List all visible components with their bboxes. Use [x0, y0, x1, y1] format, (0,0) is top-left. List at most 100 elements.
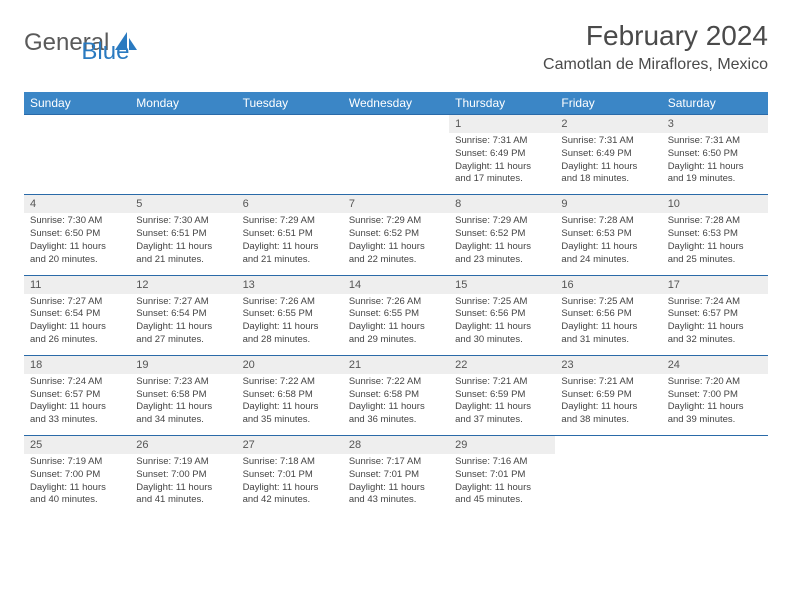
- empty-cell: [662, 436, 768, 455]
- daylight-line: Daylight: 11 hours and 28 minutes.: [243, 321, 337, 347]
- day-detail: Sunrise: 7:30 AMSunset: 6:51 PMDaylight:…: [130, 213, 236, 275]
- day-detail-row: Sunrise: 7:30 AMSunset: 6:50 PMDaylight:…: [24, 213, 768, 275]
- day-number: 28: [343, 436, 449, 455]
- calendar-table: SundayMondayTuesdayWednesdayThursdayFrid…: [24, 92, 768, 515]
- day-detail: Sunrise: 7:26 AMSunset: 6:55 PMDaylight:…: [237, 294, 343, 356]
- weekday-header: Sunday: [24, 92, 130, 115]
- daylight-line: Daylight: 11 hours and 19 minutes.: [668, 161, 762, 187]
- brand-logo: General Blue: [24, 20, 129, 66]
- day-number: 8: [449, 195, 555, 214]
- sunrise-line: Sunrise: 7:19 AM: [30, 456, 124, 469]
- day-number: 16: [555, 275, 661, 294]
- day-detail: Sunrise: 7:29 AMSunset: 6:52 PMDaylight:…: [343, 213, 449, 275]
- daylight-line: Daylight: 11 hours and 34 minutes.: [136, 401, 230, 427]
- weekday-header-row: SundayMondayTuesdayWednesdayThursdayFrid…: [24, 92, 768, 115]
- daylight-line: Daylight: 11 hours and 26 minutes.: [30, 321, 124, 347]
- day-detail: Sunrise: 7:18 AMSunset: 7:01 PMDaylight:…: [237, 454, 343, 515]
- weekday-header: Saturday: [662, 92, 768, 115]
- sunset-line: Sunset: 6:59 PM: [561, 389, 655, 402]
- day-detail: Sunrise: 7:24 AMSunset: 6:57 PMDaylight:…: [24, 374, 130, 436]
- day-detail: Sunrise: 7:28 AMSunset: 6:53 PMDaylight:…: [555, 213, 661, 275]
- sunrise-line: Sunrise: 7:31 AM: [561, 135, 655, 148]
- empty-cell: [24, 133, 130, 195]
- sunrise-line: Sunrise: 7:24 AM: [668, 296, 762, 309]
- sunset-line: Sunset: 6:49 PM: [561, 148, 655, 161]
- day-detail: Sunrise: 7:21 AMSunset: 6:59 PMDaylight:…: [555, 374, 661, 436]
- day-number: 2: [555, 115, 661, 134]
- sunset-line: Sunset: 6:58 PM: [243, 389, 337, 402]
- sunrise-line: Sunrise: 7:25 AM: [561, 296, 655, 309]
- sunrise-line: Sunrise: 7:30 AM: [136, 215, 230, 228]
- day-number-row: 11121314151617: [24, 275, 768, 294]
- sunset-line: Sunset: 6:57 PM: [668, 308, 762, 321]
- day-number: 4: [24, 195, 130, 214]
- day-number: 23: [555, 355, 661, 374]
- sunrise-line: Sunrise: 7:22 AM: [349, 376, 443, 389]
- empty-cell: [237, 133, 343, 195]
- daylight-line: Daylight: 11 hours and 38 minutes.: [561, 401, 655, 427]
- weekday-header: Monday: [130, 92, 236, 115]
- empty-cell: [24, 115, 130, 134]
- sunset-line: Sunset: 6:58 PM: [349, 389, 443, 402]
- day-number: 25: [24, 436, 130, 455]
- sunset-line: Sunset: 6:56 PM: [455, 308, 549, 321]
- day-detail: Sunrise: 7:24 AMSunset: 6:57 PMDaylight:…: [662, 294, 768, 356]
- day-detail: Sunrise: 7:22 AMSunset: 6:58 PMDaylight:…: [343, 374, 449, 436]
- sunset-line: Sunset: 6:50 PM: [30, 228, 124, 241]
- daylight-line: Daylight: 11 hours and 39 minutes.: [668, 401, 762, 427]
- day-number: 1: [449, 115, 555, 134]
- sunrise-line: Sunrise: 7:28 AM: [561, 215, 655, 228]
- day-detail-row: Sunrise: 7:19 AMSunset: 7:00 PMDaylight:…: [24, 454, 768, 515]
- location-subtitle: Camotlan de Miraflores, Mexico: [543, 56, 768, 74]
- day-detail: Sunrise: 7:19 AMSunset: 7:00 PMDaylight:…: [24, 454, 130, 515]
- sunrise-line: Sunrise: 7:25 AM: [455, 296, 549, 309]
- sunrise-line: Sunrise: 7:26 AM: [243, 296, 337, 309]
- day-number: 15: [449, 275, 555, 294]
- sunset-line: Sunset: 6:52 PM: [455, 228, 549, 241]
- sunrise-line: Sunrise: 7:30 AM: [30, 215, 124, 228]
- daylight-line: Daylight: 11 hours and 40 minutes.: [30, 482, 124, 508]
- day-number: 11: [24, 275, 130, 294]
- day-number: 21: [343, 355, 449, 374]
- day-detail: Sunrise: 7:20 AMSunset: 7:00 PMDaylight:…: [662, 374, 768, 436]
- day-detail: Sunrise: 7:21 AMSunset: 6:59 PMDaylight:…: [449, 374, 555, 436]
- daylight-line: Daylight: 11 hours and 35 minutes.: [243, 401, 337, 427]
- day-number: 14: [343, 275, 449, 294]
- daylight-line: Daylight: 11 hours and 30 minutes.: [455, 321, 549, 347]
- daylight-line: Daylight: 11 hours and 37 minutes.: [455, 401, 549, 427]
- sunset-line: Sunset: 6:53 PM: [561, 228, 655, 241]
- daylight-line: Daylight: 11 hours and 43 minutes.: [349, 482, 443, 508]
- day-number: 6: [237, 195, 343, 214]
- day-detail: Sunrise: 7:25 AMSunset: 6:56 PMDaylight:…: [555, 294, 661, 356]
- sunrise-line: Sunrise: 7:18 AM: [243, 456, 337, 469]
- sunrise-line: Sunrise: 7:29 AM: [243, 215, 337, 228]
- sunrise-line: Sunrise: 7:31 AM: [455, 135, 549, 148]
- day-detail: Sunrise: 7:23 AMSunset: 6:58 PMDaylight:…: [130, 374, 236, 436]
- day-detail: Sunrise: 7:31 AMSunset: 6:49 PMDaylight:…: [555, 133, 661, 195]
- sunrise-line: Sunrise: 7:29 AM: [455, 215, 549, 228]
- daylight-line: Daylight: 11 hours and 33 minutes.: [30, 401, 124, 427]
- day-number: 10: [662, 195, 768, 214]
- daylight-line: Daylight: 11 hours and 32 minutes.: [668, 321, 762, 347]
- day-number: 13: [237, 275, 343, 294]
- sunrise-line: Sunrise: 7:21 AM: [561, 376, 655, 389]
- day-number: 5: [130, 195, 236, 214]
- sunrise-line: Sunrise: 7:31 AM: [668, 135, 762, 148]
- day-detail: Sunrise: 7:29 AMSunset: 6:52 PMDaylight:…: [449, 213, 555, 275]
- sunset-line: Sunset: 7:00 PM: [30, 469, 124, 482]
- day-detail: Sunrise: 7:31 AMSunset: 6:49 PMDaylight:…: [449, 133, 555, 195]
- brand-text-2: Blue: [81, 38, 129, 65]
- day-number: 7: [343, 195, 449, 214]
- day-detail: Sunrise: 7:22 AMSunset: 6:58 PMDaylight:…: [237, 374, 343, 436]
- sunrise-line: Sunrise: 7:16 AM: [455, 456, 549, 469]
- daylight-line: Daylight: 11 hours and 36 minutes.: [349, 401, 443, 427]
- sunrise-line: Sunrise: 7:21 AM: [455, 376, 549, 389]
- sunset-line: Sunset: 6:54 PM: [30, 308, 124, 321]
- day-detail: Sunrise: 7:17 AMSunset: 7:01 PMDaylight:…: [343, 454, 449, 515]
- empty-cell: [555, 436, 661, 455]
- day-number: 9: [555, 195, 661, 214]
- day-detail-row: Sunrise: 7:31 AMSunset: 6:49 PMDaylight:…: [24, 133, 768, 195]
- daylight-line: Daylight: 11 hours and 29 minutes.: [349, 321, 443, 347]
- sunset-line: Sunset: 6:55 PM: [243, 308, 337, 321]
- day-detail: Sunrise: 7:26 AMSunset: 6:55 PMDaylight:…: [343, 294, 449, 356]
